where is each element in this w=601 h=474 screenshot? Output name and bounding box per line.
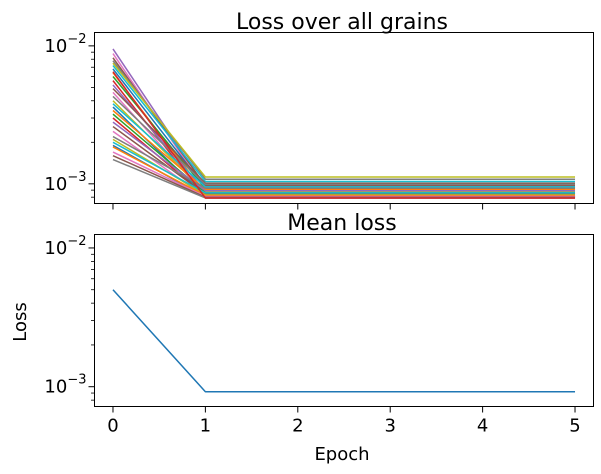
y-axis-label: Loss xyxy=(10,302,31,341)
x-tick-label: 1 xyxy=(200,416,211,437)
series-line-16 xyxy=(112,103,576,188)
x-tick-label: 4 xyxy=(477,416,488,437)
series-line-6 xyxy=(112,65,576,183)
series-line-4 xyxy=(112,60,576,180)
series-group xyxy=(112,289,576,393)
series-group xyxy=(112,48,576,199)
y-tick-label: 10−2 xyxy=(44,234,86,259)
series-line-24 xyxy=(112,135,576,189)
chart-title: Mean loss xyxy=(287,211,396,236)
series-line-14 xyxy=(112,95,576,186)
series-line-15 xyxy=(112,100,576,193)
plot-frame xyxy=(94,234,594,407)
chart-mean-loss: Mean loss 10−2 10−3 0 1 2 3 4 5 Epoch Loss xyxy=(10,211,594,465)
x-ticks xyxy=(112,203,576,210)
plot-frame xyxy=(94,32,594,204)
series-line-12 xyxy=(112,88,576,184)
series-line-26 xyxy=(112,141,576,194)
minor-ticks xyxy=(91,51,95,198)
series-line-32 xyxy=(112,71,576,199)
x-tick-label: 5 xyxy=(569,416,580,437)
x-tick-label: 2 xyxy=(292,416,303,437)
x-tick-label: 0 xyxy=(107,416,118,437)
y-tick-label: 10−2 xyxy=(44,32,86,57)
series-line-9 xyxy=(112,75,576,190)
y-tick-label: 10−3 xyxy=(44,373,86,398)
x-ticks: 0 1 2 3 4 5 xyxy=(107,406,581,437)
x-tick-label: 3 xyxy=(384,416,395,437)
chart-title: Loss over all grains xyxy=(236,10,448,35)
chart-loss-over-all-grains: Loss over all grains 10−2 10−3 xyxy=(44,10,594,210)
series-line-1 xyxy=(112,289,576,393)
y-ticks: 10−2 10−3 xyxy=(44,234,95,398)
series-line-5 xyxy=(112,62,576,178)
x-axis-label: Epoch xyxy=(314,444,369,465)
y-ticks: 10−2 10−3 xyxy=(44,32,95,195)
y-tick-label: 10−3 xyxy=(44,170,86,195)
minor-ticks xyxy=(91,253,95,401)
series-line-3 xyxy=(112,57,576,187)
